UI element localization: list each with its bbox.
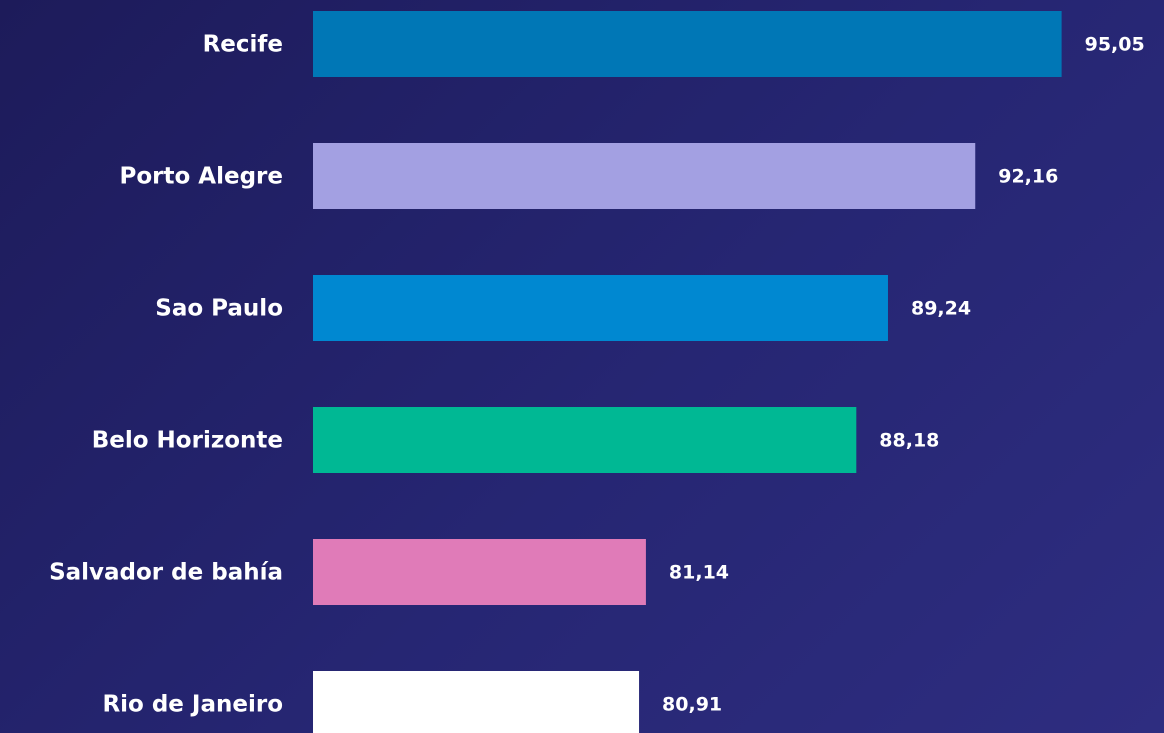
category-label: Rio de Janeiro: [102, 692, 283, 718]
bar: [313, 275, 888, 341]
value-label: 89,24: [911, 298, 971, 320]
category-label: Salvador de bahía: [49, 560, 283, 586]
category-label: Recife: [203, 32, 283, 58]
bar: [313, 539, 646, 605]
category-label: Porto Alegre: [120, 164, 284, 190]
value-label: 88,18: [879, 430, 939, 452]
bar: [313, 143, 976, 209]
category-label: Sao Paulo: [155, 296, 283, 322]
value-label: 95,05: [1085, 34, 1145, 56]
value-label: 81,14: [669, 562, 729, 584]
bar: [313, 11, 1062, 77]
bar: [313, 671, 640, 733]
value-label: 92,16: [998, 166, 1058, 188]
category-label: Belo Horizonte: [92, 428, 283, 454]
value-label: 80,91: [662, 694, 722, 716]
bar: [313, 407, 857, 473]
